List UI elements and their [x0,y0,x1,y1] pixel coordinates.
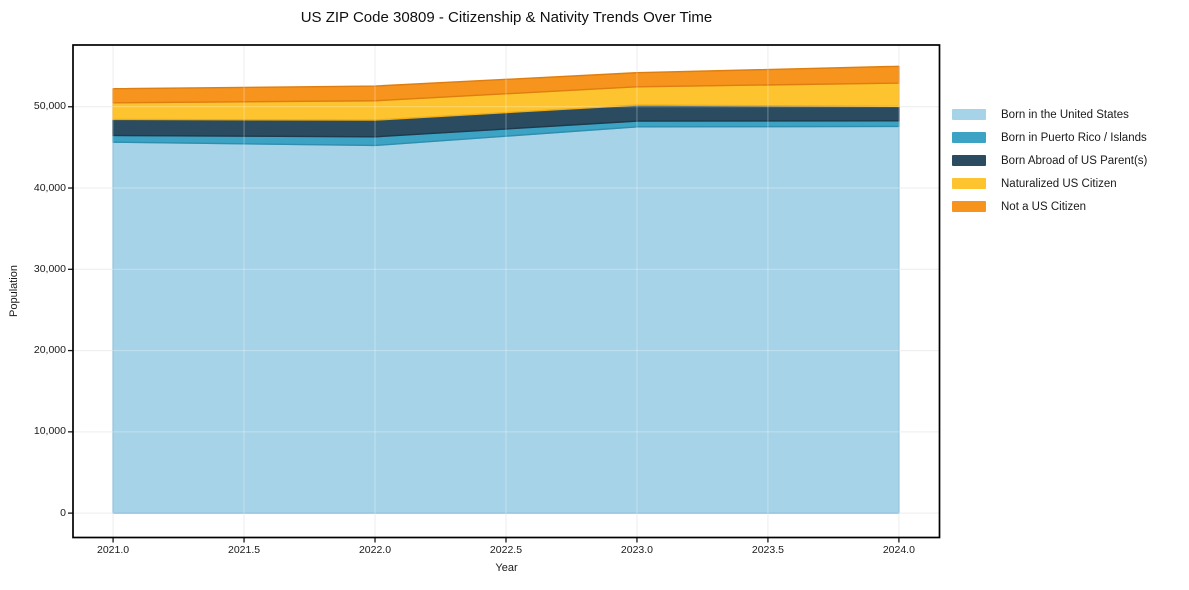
y-tick-label: 20,000 [33,344,66,357]
legend-swatch [952,178,986,189]
legend-label: Born in Puerto Rico / Islands [1001,131,1147,144]
x-tick-label: 2023.5 [751,544,784,556]
legend-row: Born in Puerto Rico / Islands [952,126,1147,149]
x-tick-label: 2023.0 [620,544,654,556]
legend-label: Born in the United States [1001,108,1129,121]
y-tick-label: 50,000 [33,100,66,113]
x-tick-label: 2021.5 [227,544,261,556]
y-tick-label: 30,000 [33,262,66,275]
x-tick-label: 2021.0 [97,544,130,556]
y-tick-label: 10,000 [33,425,66,438]
legend: Born in the United States Born in Puerto… [952,103,1147,218]
x-tick-label: 2024.0 [882,544,915,556]
x-tick-label: 2022.0 [358,544,392,556]
x-tick-label: 2022.5 [489,544,523,556]
legend-swatch [952,109,986,120]
chart-title: US ZIP Code 30809 - Citizenship & Nativi… [300,9,713,26]
y-tick-label: 40,000 [33,181,66,194]
legend-row: Not a US Citizen [952,195,1147,218]
legend-swatch [952,132,986,143]
legend-label: Born Abroad of US Parent(s) [1001,154,1148,167]
legend-swatch [952,155,986,166]
legend-label: Not a US Citizen [1001,200,1087,213]
legend-label: Naturalized US Citizen [1001,177,1117,190]
legend-row: Born Abroad of US Parent(s) [952,149,1147,172]
legend-row: Born in the United States [952,103,1147,126]
legend-swatch [952,201,986,212]
legend-row: Naturalized US Citizen [952,172,1147,195]
y-tick-label: 0 [60,506,66,519]
x-axis-label: Year [495,562,518,574]
